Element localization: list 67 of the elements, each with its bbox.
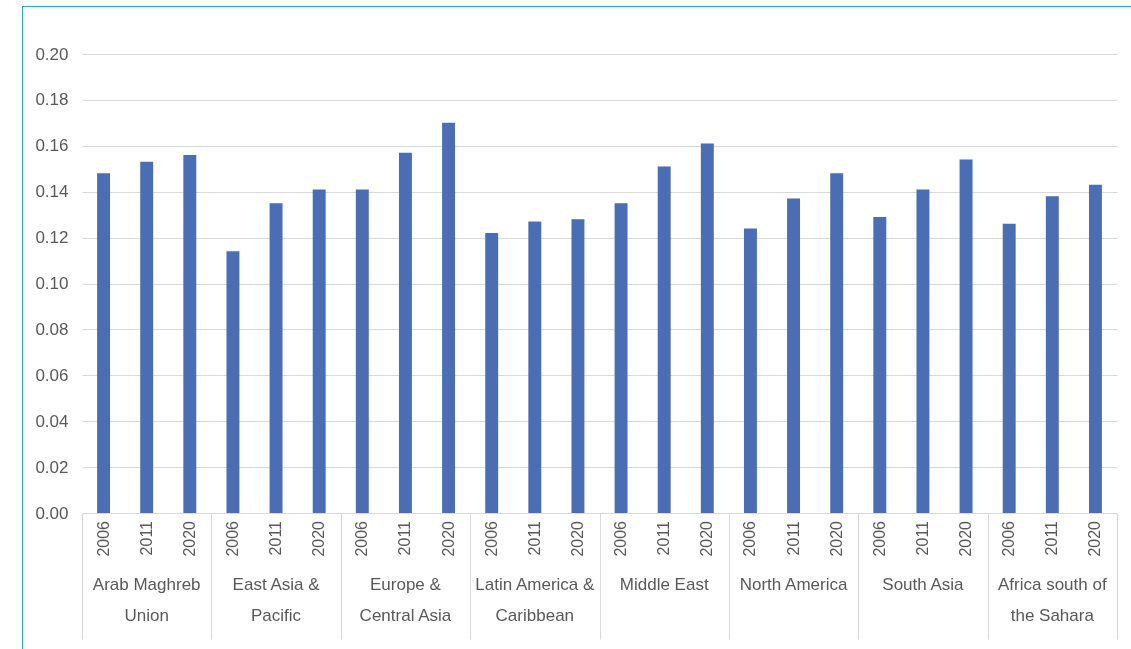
bar — [269, 203, 283, 513]
text: 2006 — [482, 520, 500, 557]
bar — [1088, 184, 1102, 513]
bar — [140, 161, 154, 513]
y-tick-label: 0.08 — [35, 319, 69, 339]
bar — [959, 159, 973, 513]
bar — [528, 221, 542, 513]
y-tick-label: 0.04 — [35, 411, 69, 431]
y-tick-label: 0.10 — [35, 274, 69, 293]
bar — [700, 143, 714, 513]
text: 2011 — [267, 521, 285, 556]
y-tick-label: 0.06 — [35, 365, 69, 385]
text: 2006 — [612, 521, 630, 557]
bar — [657, 166, 671, 513]
y-tick-label: 0.12 — [35, 228, 69, 248]
text: 2020 — [698, 521, 716, 557]
text: 2020 — [439, 521, 457, 557]
x-tick-label: South Asia — [882, 575, 965, 594]
bar — [355, 189, 369, 513]
bar — [1045, 196, 1059, 513]
x-tick-label: Africa south of the Sahara — [997, 575, 1107, 625]
text: 2011 — [137, 521, 155, 556]
text: 2006 — [94, 521, 112, 557]
bar — [787, 198, 801, 513]
y-tick-label: 0.02 — [35, 457, 69, 477]
y-tick-label: 0.14 — [35, 182, 69, 202]
text: 2011 — [396, 520, 414, 556]
text: 2020 — [180, 521, 198, 557]
text: 2006 — [870, 521, 888, 557]
bar — [442, 122, 456, 513]
text: 2006 — [353, 521, 371, 557]
text: 2020 — [568, 521, 586, 557]
text: 2011 — [525, 521, 543, 556]
text: 2006 — [741, 521, 759, 557]
bar — [97, 173, 111, 513]
bar — [614, 203, 628, 513]
x-tick-label: Middle East — [619, 575, 709, 594]
bar — [485, 233, 499, 513]
y-tick-label: 0.18 — [35, 90, 69, 110]
bar — [226, 251, 240, 513]
x-tick-label: North America — [739, 575, 848, 594]
text: 2006 — [223, 521, 241, 557]
x-tick-label: Europe & Central Asia — [359, 575, 452, 625]
y-tick-label: 0.20 — [35, 44, 69, 64]
bar — [916, 189, 930, 513]
bar — [571, 219, 585, 513]
text: 2020 — [957, 521, 975, 557]
bar — [830, 173, 844, 513]
x-tick-label: Arab Maghreb Union — [92, 575, 201, 625]
x-tick-label: Latin America & Caribbean — [475, 575, 595, 625]
bar — [183, 154, 197, 513]
text: 2006 — [1000, 521, 1018, 557]
text: 2020 — [827, 521, 845, 557]
x-tick-label: East Asia & Pacific — [232, 575, 321, 625]
bar — [743, 228, 757, 513]
y-tick-label: 0.16 — [35, 136, 69, 156]
text: 2020 — [1086, 521, 1104, 557]
bar — [312, 189, 326, 513]
text: 2011 — [784, 521, 802, 556]
y-tick-label: 0.00 — [35, 503, 69, 523]
bar — [398, 152, 412, 513]
text: 2011 — [1043, 521, 1061, 556]
text: 2011 — [655, 521, 673, 556]
bar — [1002, 223, 1016, 513]
text: 2020 — [310, 520, 328, 557]
text: 2011 — [913, 521, 931, 556]
bar — [873, 216, 887, 513]
